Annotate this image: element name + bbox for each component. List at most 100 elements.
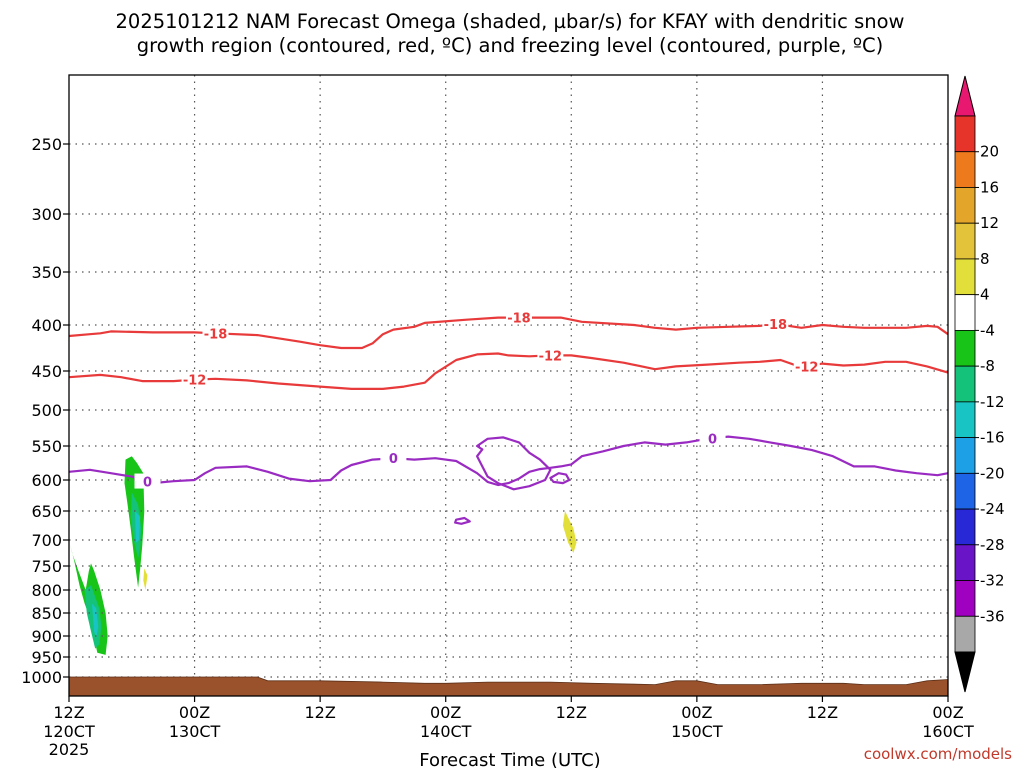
x-tick-label: 120CT bbox=[43, 722, 95, 741]
colorbar-box bbox=[954, 544, 976, 581]
contour-label-bg bbox=[793, 358, 820, 374]
colorbar-box bbox=[954, 472, 976, 510]
x-tick-label: 12Z bbox=[304, 703, 335, 722]
contour-label: 0 bbox=[389, 452, 398, 467]
colorbar-box bbox=[954, 329, 976, 367]
y-tick-label: 850 bbox=[31, 604, 62, 623]
colorbar-box bbox=[954, 115, 976, 153]
colorbar-box bbox=[954, 151, 976, 188]
y-tick-label: 700 bbox=[31, 531, 62, 550]
colorbar-label: 20 bbox=[980, 143, 999, 161]
colorbar-box bbox=[954, 365, 976, 403]
contour-label: -12 bbox=[539, 349, 563, 364]
y-tick-label: 300 bbox=[31, 205, 62, 224]
contour-line-freezing_level_0_closed_3 bbox=[454, 516, 471, 525]
contour-label: -18 bbox=[764, 318, 788, 333]
colorbar-label: -36 bbox=[980, 607, 1005, 625]
colorbar-label: -28 bbox=[980, 536, 1005, 554]
y-tick-label: 600 bbox=[31, 471, 62, 490]
x-tick-label: 2025 bbox=[49, 740, 90, 759]
y-tick-label: 550 bbox=[31, 437, 62, 456]
chart-title-line-2: growth region (contoured, red, ºC) and f… bbox=[137, 34, 884, 57]
terrain-layer bbox=[68, 676, 949, 697]
contour-line-freezing_level_0_closed_1 bbox=[476, 436, 552, 491]
colorbar-label: 8 bbox=[980, 250, 990, 268]
contour-label: 0 bbox=[143, 476, 152, 491]
colorbar-label: -4 bbox=[980, 321, 995, 339]
y-axis: 250 300 350 400 450 500 550 600 650 700 750 800 850 9… bbox=[21, 135, 69, 687]
x-tick-label: 12Z bbox=[556, 703, 587, 722]
x-tick-label: 140CT bbox=[420, 722, 472, 741]
contour-label-bg bbox=[699, 430, 726, 446]
colorbar-label: -32 bbox=[980, 572, 1005, 590]
plot-area-border bbox=[68, 74, 949, 697]
y-tick-label: 650 bbox=[31, 502, 62, 521]
colorbar-label: -12 bbox=[980, 393, 1005, 411]
shaded-region-omega_yellow_2 bbox=[562, 511, 577, 553]
x-tick-label: 00Z bbox=[430, 703, 461, 722]
contour-label-bg bbox=[505, 309, 532, 325]
colorbar-label: -8 bbox=[980, 357, 995, 375]
colorbar-label: -16 bbox=[980, 429, 1005, 447]
contour-label-bg bbox=[134, 473, 161, 489]
x-tick-label: 150CT bbox=[671, 722, 723, 741]
colorbar-box bbox=[954, 294, 976, 331]
x-tick-label: 160CT bbox=[922, 722, 974, 741]
contour-label-bg bbox=[202, 325, 229, 341]
chart-title-line-1: 2025101212 NAM Forecast Omega (shaded, µ… bbox=[116, 10, 905, 33]
terrain-fill bbox=[68, 676, 949, 697]
colorbar-label: 12 bbox=[980, 214, 999, 232]
contour-line-freezing_level_0_closed_2 bbox=[549, 472, 571, 485]
y-tick-label: 900 bbox=[31, 627, 62, 646]
shaded-region-omega_cyan_low bbox=[92, 603, 99, 639]
x-tick-label: 00Z bbox=[179, 703, 210, 722]
y-tick-label: 800 bbox=[31, 581, 62, 600]
contour-label: -18 bbox=[204, 327, 228, 342]
colorbar: 20 16 12 8 4 -4 -8 -12 -16 -20 -24 -28 -32 -36 bbox=[954, 75, 1005, 693]
colorbar-box bbox=[954, 437, 976, 474]
contour-label: -18 bbox=[507, 312, 531, 327]
colorbar-box bbox=[954, 580, 976, 617]
colorbar-box bbox=[954, 187, 976, 224]
contour-layer: -18 -18 -18 -12 -12 -12 0 0 0 bbox=[68, 309, 949, 525]
contour-label: -12 bbox=[183, 374, 207, 389]
colorbar-label: 16 bbox=[980, 178, 999, 196]
y-tick-label: 500 bbox=[31, 401, 62, 420]
contour-label: 0 bbox=[708, 432, 717, 447]
colorbar-bottom-arrow bbox=[954, 651, 976, 693]
colorbar-label: -24 bbox=[980, 500, 1005, 518]
colorbar-box bbox=[954, 615, 976, 653]
contour-label-bg bbox=[762, 315, 789, 331]
source-credit: coolwx.com/models bbox=[864, 745, 1012, 763]
y-tick-label: 250 bbox=[31, 135, 62, 154]
x-tick-label: 130CT bbox=[169, 722, 221, 741]
colorbar-box bbox=[954, 258, 976, 296]
colorbar-box bbox=[954, 508, 976, 546]
colorbar-top-arrow bbox=[954, 75, 976, 117]
y-tick-label: 750 bbox=[31, 557, 62, 576]
y-tick-label: 450 bbox=[31, 362, 62, 381]
y-tick-label: 950 bbox=[31, 648, 62, 667]
shaded-region-omega_yellow_1 bbox=[143, 568, 148, 590]
contour-line-freezing_level_0 bbox=[68, 435, 949, 487]
colorbar-label: -20 bbox=[980, 464, 1005, 482]
x-axis-title: Forecast Time (UTC) bbox=[419, 750, 600, 768]
colorbar-box bbox=[954, 222, 976, 260]
y-tick-label: 1000 bbox=[21, 668, 62, 687]
omega-shading-layer bbox=[70, 456, 577, 655]
contour-label-bg bbox=[380, 450, 407, 466]
y-tick-label: 350 bbox=[31, 263, 62, 282]
contour-label-bg bbox=[537, 347, 564, 363]
colorbar-label: 4 bbox=[980, 286, 990, 304]
x-tick-label: 00Z bbox=[932, 703, 963, 722]
shaded-region-omega_cyan_mid bbox=[134, 511, 141, 543]
contour-label: -12 bbox=[795, 360, 819, 375]
x-tick-label: 00Z bbox=[681, 703, 712, 722]
x-tick-label: 12Z bbox=[807, 703, 838, 722]
x-tick-label: 12Z bbox=[53, 703, 84, 722]
colorbar-box bbox=[954, 401, 976, 439]
y-tick-label: 400 bbox=[31, 316, 62, 335]
contour-label-bg bbox=[181, 371, 208, 387]
